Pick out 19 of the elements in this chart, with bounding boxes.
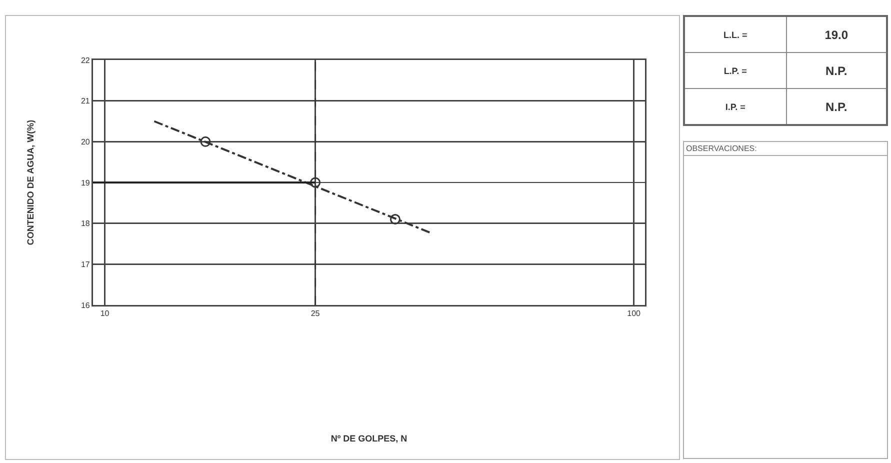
text: N.P. [786, 52, 887, 88]
x-tick-label: 10 [100, 309, 110, 318]
x-axis-title: Nº DE GOLPES, N [330, 434, 408, 444]
y-tick-label: 19 [80, 178, 90, 188]
y-tick-label: 18 [80, 219, 90, 228]
x-tick-label: 25 [310, 309, 320, 318]
y-tick-label: 21 [80, 96, 90, 106]
text: 19.0 [786, 16, 887, 52]
y-tick-label: 22 [80, 56, 90, 65]
y-tick-label: 16 [80, 300, 90, 310]
text: N.P. [786, 88, 887, 125]
y-tick-label: 17 [80, 260, 90, 269]
text: I.P. = [684, 88, 786, 125]
text: OBSERVACIONES: [684, 142, 887, 156]
x-tick-label: 100 [627, 309, 642, 318]
y-axis-title: CONTENIDO DE AGUA, W(%) [26, 120, 36, 246]
text: L.L. = [684, 16, 786, 52]
text: L.P. = [684, 52, 786, 88]
y-tick-label: 20 [80, 137, 90, 146]
